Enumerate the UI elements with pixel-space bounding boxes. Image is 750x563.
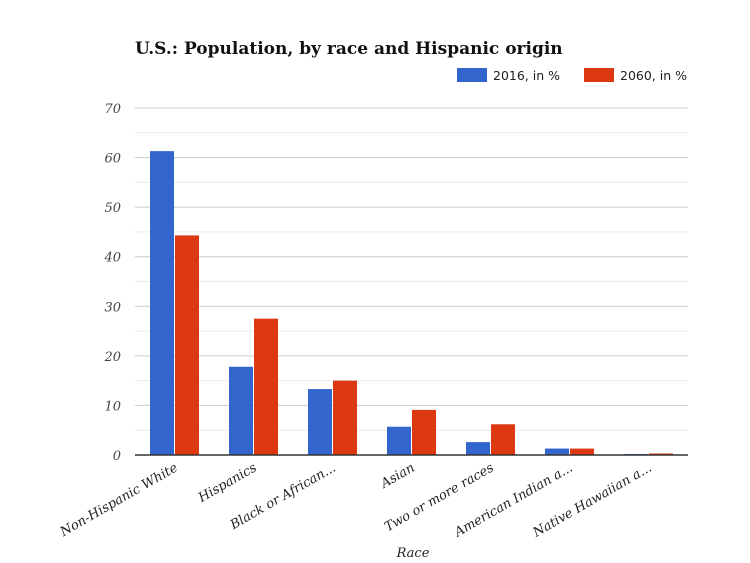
bar-series-1[interactable] — [545, 448, 569, 455]
bar-series-1[interactable] — [387, 426, 411, 455]
y-tick-label: 60 — [104, 152, 121, 167]
bar-series-2[interactable] — [175, 235, 199, 455]
y-tick-label: 20 — [103, 350, 121, 365]
y-tick-label: 50 — [104, 201, 121, 216]
x-axis-title: Race — [396, 546, 430, 561]
y-axis-ticks: 0 10 20 30 40 50 60 70 — [103, 102, 121, 464]
legend: 2016, in % 2060, in % — [457, 68, 687, 83]
y-tick-label: 10 — [104, 399, 121, 414]
bar-series-2[interactable] — [491, 424, 515, 455]
y-tick-label: 70 — [104, 102, 121, 117]
bar-series-2[interactable] — [254, 318, 278, 455]
bar-series-1[interactable] — [466, 442, 490, 455]
y-tick-label: 30 — [104, 300, 121, 315]
legend-swatch — [584, 68, 614, 82]
x-tick-label: Hispanics — [195, 460, 260, 506]
x-tick-label: Non-Hispanic White — [57, 460, 181, 540]
y-tick-label: 0 — [113, 449, 121, 464]
bar-series-1[interactable] — [308, 389, 332, 455]
chart-title: U.S.: Population, by race and Hispanic o… — [135, 39, 563, 59]
bar-series-2[interactable] — [570, 448, 594, 455]
legend-label: 2016, in % — [493, 68, 560, 83]
legend-label: 2060, in % — [620, 68, 687, 83]
bar-series-2[interactable] — [412, 409, 436, 455]
gridlines — [135, 107, 688, 431]
y-tick-label: 40 — [103, 251, 121, 266]
bar-series-1[interactable] — [229, 366, 253, 455]
bars — [150, 151, 673, 455]
legend-swatch — [457, 68, 487, 82]
x-tick-label: Asian — [378, 460, 418, 492]
bar-series-1[interactable] — [150, 151, 174, 455]
bar-series-2[interactable] — [333, 380, 357, 455]
